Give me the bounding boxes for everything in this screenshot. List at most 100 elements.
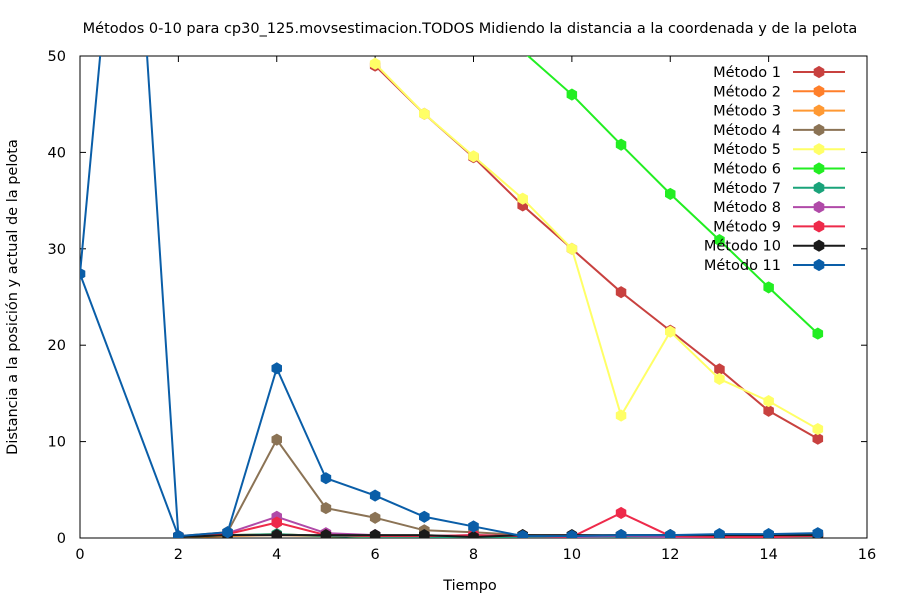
legend-label: Método 3: [713, 104, 781, 120]
legend-swatch-marker: [813, 220, 825, 233]
legend-item: Método 1: [713, 65, 845, 81]
y-tick-label: 50: [48, 49, 66, 65]
data-point: [369, 57, 381, 70]
chart-title: Métodos 0-10 para cp30_125.movsestimacio…: [83, 21, 858, 37]
data-point: [173, 530, 184, 538]
legend-item: Método 9: [713, 219, 845, 235]
x-axis-label: Tiempo: [442, 578, 497, 594]
data-point: [763, 404, 774, 417]
data-point: [468, 520, 479, 533]
y-tick-label: 0: [57, 531, 66, 547]
legend-swatch-marker: [813, 239, 825, 252]
data-point: [369, 511, 381, 524]
legend-swatch-marker: [813, 201, 825, 214]
legend-swatch-marker: [813, 65, 825, 79]
data-point: [419, 107, 430, 120]
data-point: [419, 529, 430, 538]
x-tick-label: 0: [75, 547, 84, 563]
x-tick-label: 6: [371, 547, 380, 563]
y-tick-label: 10: [48, 435, 66, 451]
data-point: [763, 281, 774, 294]
data-point: [812, 423, 824, 436]
legend-item: Método 7: [713, 181, 845, 197]
y-tick-label: 40: [48, 145, 66, 161]
y-axis-label: Distancia a la posición y actual de la p…: [5, 139, 21, 455]
data-point: [763, 395, 774, 408]
legend-label: Método 10: [704, 239, 781, 255]
data-point: [517, 530, 528, 538]
data-point: [615, 409, 627, 422]
x-tick-label: 8: [469, 547, 478, 563]
y-axis: 0 10 20 30 40 50: [48, 49, 867, 547]
data-point: [320, 502, 332, 515]
x-tick-label: 16: [858, 547, 876, 563]
series-4: [173, 433, 824, 538]
legend-swatch-marker: [813, 123, 825, 136]
data-point: [763, 528, 774, 538]
data-point: [812, 327, 824, 340]
legend-item: Método 5: [713, 142, 845, 158]
series-5: [369, 57, 824, 436]
legend-label: Método 8: [713, 200, 781, 216]
data-point: [517, 192, 528, 205]
data-point: [271, 516, 282, 529]
data-point: [615, 529, 627, 538]
x-tick-label: 10: [563, 547, 581, 563]
series-line-offchart: [80, 56, 180, 537]
legend-swatch-marker: [813, 143, 825, 156]
series-6: [526, 56, 824, 340]
legend-item: Método 8: [713, 200, 845, 216]
legend-label: Método 5: [713, 142, 781, 158]
legend-swatch-marker: [813, 258, 825, 272]
legend-item: Método 10: [704, 239, 845, 255]
data-point: [812, 527, 824, 538]
series-line: [374, 63, 819, 430]
data-point: [271, 362, 282, 375]
data-point: [320, 529, 332, 538]
legend-label: Método 7: [713, 181, 781, 197]
data-point: [419, 510, 430, 523]
series-layer: [80, 56, 824, 538]
series-line: [80, 273, 818, 538]
series-11: [80, 56, 824, 538]
x-tick-label: 2: [174, 547, 183, 563]
data-point: [615, 286, 627, 299]
data-point: [714, 372, 725, 385]
data-point: [468, 150, 479, 163]
data-point: [615, 138, 627, 151]
legend-label: Método 1: [713, 65, 781, 81]
legend-label: Método 6: [713, 162, 781, 178]
legend-swatch-marker: [813, 85, 825, 98]
data-point: [468, 530, 479, 538]
data-point: [271, 529, 282, 538]
data-point: [369, 489, 381, 502]
legend-item: Método 11: [704, 258, 845, 274]
legend-label: Método 11: [704, 258, 781, 274]
legend-item: Método 6: [713, 162, 845, 178]
data-point: [714, 234, 725, 247]
data-point: [222, 526, 233, 538]
legend-swatch-marker: [813, 104, 825, 117]
legend-swatch-marker: [813, 181, 825, 194]
data-point: [320, 472, 332, 485]
legend-item: Método 2: [713, 84, 845, 100]
legend-label: Método 4: [713, 123, 781, 139]
x-tick-label: 14: [759, 547, 777, 563]
x-tick-label: 12: [661, 547, 679, 563]
legend: Método 1 Método 2 Método 3 Método 4 Método 5…: [704, 65, 845, 274]
y-tick-label: 30: [48, 242, 66, 258]
data-point: [665, 529, 676, 538]
data-point: [665, 187, 676, 200]
legend-item: Método 4: [713, 123, 845, 139]
data-point: [566, 530, 578, 538]
x-tick-label: 4: [272, 547, 281, 563]
legend-label: Método 2: [713, 84, 781, 100]
legend-swatch-marker: [813, 162, 825, 175]
legend-label: Método 9: [713, 219, 781, 235]
y-tick-label: 20: [48, 338, 66, 354]
data-point: [615, 506, 627, 519]
data-point: [80, 267, 86, 280]
data-point: [665, 325, 676, 338]
data-point: [566, 242, 578, 255]
